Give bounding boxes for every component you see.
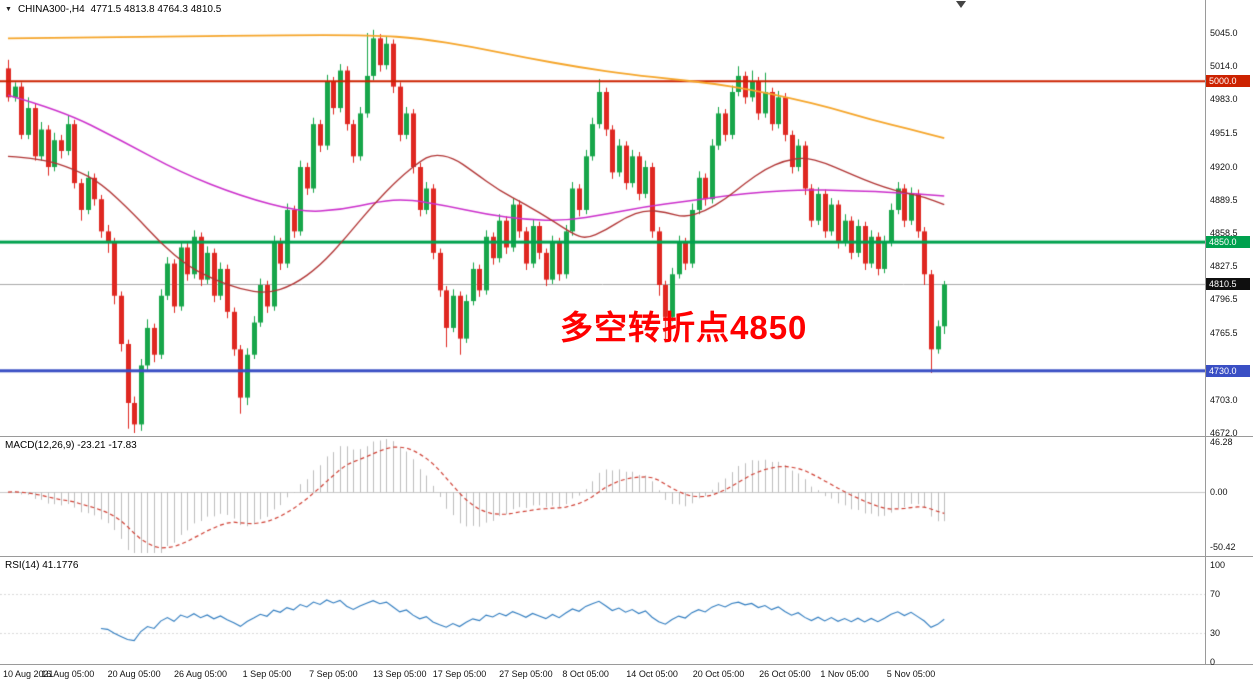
one-click-trading-toggle[interactable]: ▼ bbox=[5, 5, 12, 13]
price-axis-border bbox=[1205, 0, 1206, 664]
panel-separator-main-macd[interactable] bbox=[0, 436, 1253, 437]
time-axis-label: 7 Sep 05:00 bbox=[309, 669, 358, 679]
rsi-indicator-label: RSI(14) 41.1776 bbox=[5, 560, 79, 571]
price-axis-tick: 4703.0 bbox=[1210, 394, 1238, 405]
time-axis-label: 17 Sep 05:00 bbox=[432, 669, 487, 679]
price-axis-tick: 4920.0 bbox=[1210, 162, 1238, 173]
macd-axis-tick: 46.28 bbox=[1210, 437, 1233, 447]
ohlc-values: 4771.5 4813.8 4764.3 4810.5 bbox=[90, 4, 222, 15]
time-axis-label: 27 Sep 05:00 bbox=[499, 669, 553, 679]
panel-separator-macd-rsi[interactable] bbox=[0, 556, 1253, 557]
price-axis-tick: 4951.5 bbox=[1210, 128, 1238, 139]
price-axis-tick: 4796.5 bbox=[1210, 294, 1238, 305]
time-axis-label: 8 Oct 05:00 bbox=[562, 669, 609, 679]
price-axis-tick: 4858.5 bbox=[1210, 228, 1238, 238]
price-level-badge: 4730.0 bbox=[1206, 364, 1250, 377]
time-axis-label: 20 Aug 05:00 bbox=[107, 669, 161, 679]
time-axis-label: 16 Aug 05:00 bbox=[41, 669, 95, 679]
price-chart-canvas[interactable] bbox=[0, 0, 1205, 436]
price-level-badge: 4850.0 bbox=[1206, 236, 1250, 249]
time-axis-label: 20 Oct 05:00 bbox=[692, 669, 745, 679]
rsi-axis-tick: 100 bbox=[1210, 560, 1226, 570]
price-axis-tick: 4889.5 bbox=[1210, 194, 1238, 205]
time-axis-label: 1 Nov 05:00 bbox=[820, 669, 869, 679]
macd-axis-tick: -50.42 bbox=[1210, 541, 1236, 552]
time-axis-label: 13 Sep 05:00 bbox=[372, 669, 427, 679]
chart-annotation-text[interactable]: 多空转折点4850 bbox=[560, 309, 808, 346]
chart-shift-marker[interactable] bbox=[956, 1, 966, 8]
time-axis-label: 14 Oct 05:00 bbox=[626, 669, 678, 679]
symbol-period-label: CHINA300-,H4 bbox=[17, 4, 85, 15]
time-axis-label: 26 Aug 05:00 bbox=[174, 669, 228, 679]
time-axis-separator bbox=[0, 664, 1253, 665]
price-level-badge: 5000.0 bbox=[1206, 75, 1250, 88]
macd-indicator-label: MACD(12,26,9) -23.21 -17.83 bbox=[5, 440, 137, 451]
macd-indicator-canvas[interactable] bbox=[0, 437, 1205, 555]
price-axis-tick: 5045.0 bbox=[1210, 28, 1238, 38]
time-axis-label: 26 Oct 05:00 bbox=[759, 669, 811, 679]
price-axis-tick: 4983.0 bbox=[1210, 94, 1238, 105]
time-axis-label: 1 Sep 05:00 bbox=[242, 669, 292, 679]
chart-header: ▼ CHINA300-,H4 4771.5 4813.8 4764.3 4810… bbox=[5, 4, 221, 15]
rsi-axis-tick: 70 bbox=[1210, 589, 1221, 600]
current-price-badge: 4810.5 bbox=[1206, 278, 1250, 291]
rsi-axis-tick: 0 bbox=[1210, 657, 1216, 667]
price-axis-tick: 5014.0 bbox=[1210, 61, 1238, 72]
time-axis-label: 10 Aug 2021 bbox=[3, 669, 54, 679]
rsi-axis-tick: 30 bbox=[1210, 627, 1221, 638]
rsi-indicator-canvas[interactable] bbox=[0, 557, 1205, 664]
time-axis-label: 5 Nov 05:00 bbox=[886, 669, 936, 679]
price-axis-tick: 4827.5 bbox=[1210, 261, 1238, 272]
price-axis-tick: 4672.0 bbox=[1210, 428, 1238, 438]
macd-axis-tick: 0.00 bbox=[1210, 487, 1228, 498]
price-axis-tick: 4765.5 bbox=[1210, 327, 1238, 338]
